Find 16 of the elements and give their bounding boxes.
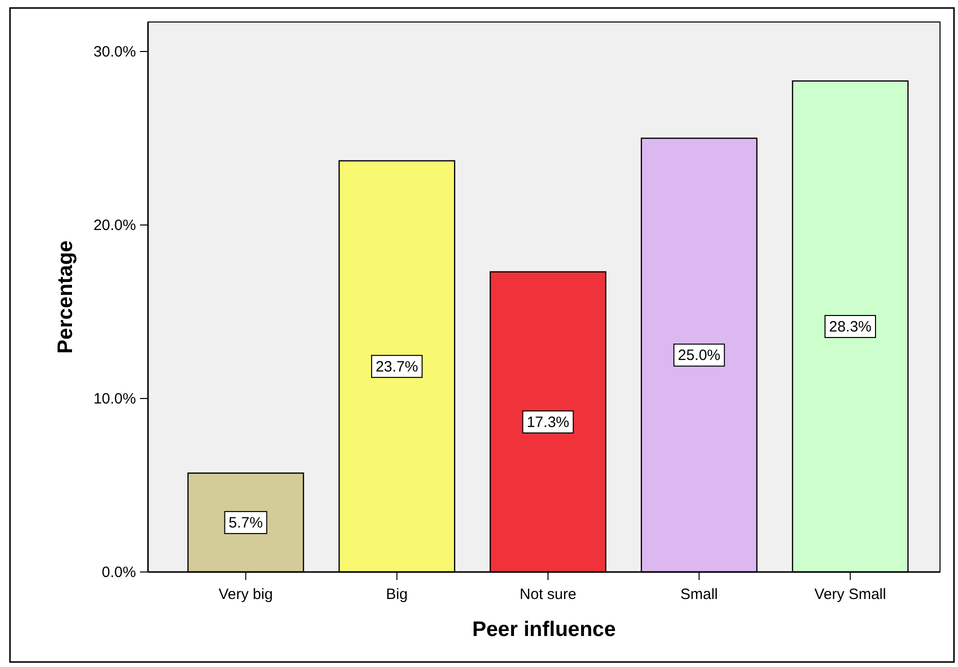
data-label: 25.0%	[678, 347, 720, 364]
data-label: 17.3%	[526, 414, 570, 431]
x-tick-label: Not sure	[520, 586, 576, 603]
data-label: 5.7%	[228, 514, 263, 532]
y-tick-label: 30.0%	[93, 43, 136, 60]
y-tick-label: 10.0%	[93, 390, 136, 408]
x-tick-label: Very big	[218, 586, 273, 603]
y-tick-label: 20.0%	[93, 216, 136, 234]
y-axis-title: Percentage	[54, 240, 77, 354]
y-tick-label: 0.0%	[102, 564, 136, 581]
x-tick-label: Very Small	[814, 586, 886, 603]
x-tick-label: Small	[680, 586, 718, 603]
data-label: 23.7%	[376, 358, 418, 376]
x-tick-label: Big	[386, 586, 408, 603]
data-label: 28.3%	[828, 318, 872, 336]
x-axis-title: Peer influence	[472, 618, 616, 641]
